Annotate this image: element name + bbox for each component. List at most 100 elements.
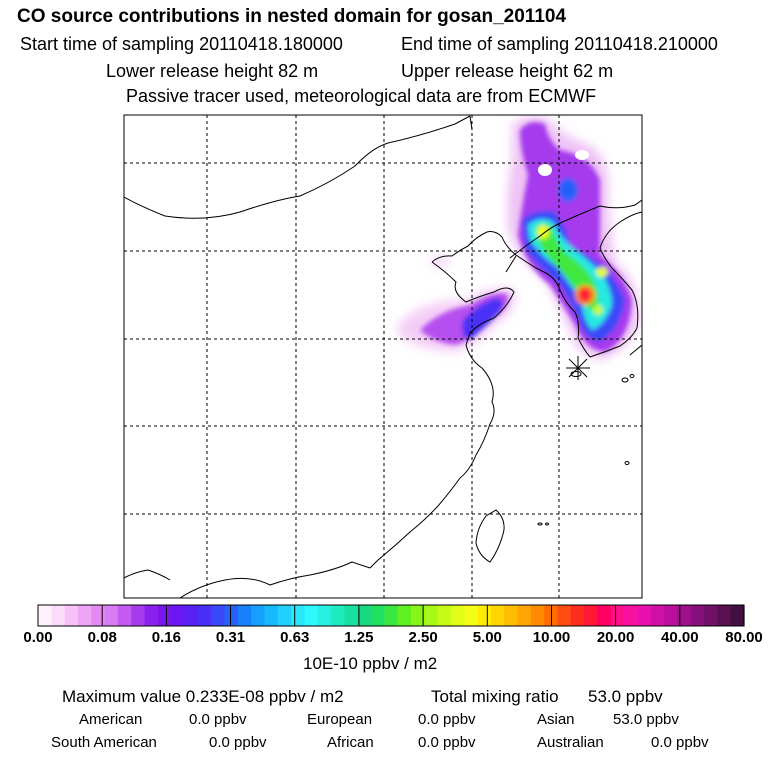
colorbar-cell	[331, 605, 345, 626]
colorbar-cell	[597, 605, 612, 626]
islet-b	[629, 374, 635, 378]
islet-e	[545, 522, 549, 526]
coastline-layer	[124, 115, 642, 598]
contribution-name: European	[307, 711, 373, 728]
colorbar-cell	[664, 605, 678, 626]
colorbar-cells	[38, 605, 745, 626]
colorbar-cell	[104, 605, 119, 626]
colorbar-cell	[717, 605, 732, 626]
mongolia-border	[124, 115, 471, 219]
contribution-name: American	[79, 711, 143, 728]
colorbar-cell	[224, 605, 239, 626]
colorbar-cell	[251, 605, 266, 626]
colorbar-unit-label: 10E-10 ppbv / m2	[303, 654, 438, 673]
colorbar-cell	[730, 605, 745, 626]
colorbar-cell	[650, 605, 665, 626]
plume-halo-small	[430, 256, 450, 268]
colorbar-cell	[184, 605, 199, 626]
islet-d	[537, 522, 543, 526]
liaodong-tip	[505, 255, 517, 273]
upper-release-label: Upper release height 62 m	[401, 61, 614, 81]
contribution-value: 0.0 ppbv	[189, 711, 247, 728]
colorbar-separators	[101, 605, 681, 626]
total-mixing-label: Total mixing ratio	[431, 687, 559, 706]
korea-west-coast	[543, 271, 591, 358]
colorbar-cell	[557, 605, 572, 626]
colorbar-cell	[51, 605, 66, 626]
colorbar-tick-label: 0.31	[215, 629, 246, 646]
colorbar-cell	[38, 605, 52, 626]
islet-a	[621, 377, 629, 383]
colorbar-cell	[517, 605, 532, 626]
jeju-island	[570, 371, 582, 377]
contribution-name: South American	[51, 734, 157, 751]
colorbar-tick-label: 0.00	[23, 629, 53, 646]
colorbar	[37, 604, 745, 627]
map-frame	[123, 114, 643, 599]
japan-kyushu	[629, 344, 642, 356]
colorbar-cell	[264, 605, 279, 626]
contribution-value: 0.0 ppbv	[651, 734, 709, 751]
hainan-coast	[124, 569, 171, 581]
colorbar-cell	[291, 605, 306, 626]
shandong-coast	[431, 261, 515, 346]
taiwan	[475, 509, 505, 563]
map-title: CO source contributions in nested domain…	[17, 6, 567, 27]
colorbar-cell	[317, 605, 332, 626]
colorbar-cell	[237, 605, 252, 626]
colorbar-cell	[704, 605, 718, 626]
colorbar-cell	[637, 605, 652, 626]
colorbar-cell	[64, 605, 79, 626]
graticule	[124, 115, 642, 598]
china-east-coast	[369, 344, 495, 569]
colorbar-cell	[131, 605, 146, 626]
contribution-value: 53.0 ppbv	[613, 711, 679, 728]
colorbar-cell	[371, 605, 385, 626]
colorbar-cell	[450, 605, 465, 626]
colorbar-cell	[690, 605, 705, 626]
plume-yellow-c	[593, 305, 603, 315]
plume-hole-a	[538, 164, 552, 176]
contribution-value: 0.0 ppbv	[418, 734, 476, 751]
colorbar-cell	[504, 605, 519, 626]
colorbar-tick-label: 5.00	[472, 629, 502, 646]
end-sampling-label: End time of sampling 20110418.210000	[401, 34, 718, 54]
plume-red	[579, 288, 591, 302]
plume-hole-b	[575, 150, 589, 160]
max-value-label: Maximum value 0.233E-08 ppbv / m2	[62, 687, 344, 706]
colorbar-cell	[584, 605, 599, 626]
plume-blue-west	[462, 298, 503, 340]
colorbar-cell	[171, 605, 186, 626]
korea-south-coast	[589, 327, 638, 358]
colorbar-cell	[490, 605, 505, 626]
colorbar-frame	[37, 604, 745, 627]
korea-china-border	[509, 199, 642, 259]
islet-c	[624, 461, 630, 465]
contribution-value: 0.0 ppbv	[209, 734, 267, 751]
colorbar-tick-label: 10.00	[532, 629, 571, 646]
colorbar-cell	[197, 605, 212, 626]
colorbar-cell	[424, 605, 439, 626]
colorbar-cell	[464, 605, 479, 626]
colorbar-tick-label: 80.00	[725, 629, 763, 646]
colorbar-tick-label: 1.25	[344, 629, 374, 646]
plume-blue-north	[558, 178, 578, 202]
colorbar-cell	[304, 605, 319, 626]
colorbar-tick-label: 20.00	[596, 629, 635, 646]
colorbar-cell	[117, 605, 132, 626]
lower-release-label: Lower release height 82 m	[106, 61, 319, 81]
south-china-coast	[179, 561, 371, 598]
colorbar-cell	[357, 605, 372, 626]
colorbar-cell	[277, 605, 292, 626]
colorbar-cell	[437, 605, 452, 626]
contribution-name: Australian	[537, 734, 604, 751]
contribution-name: African	[327, 734, 374, 751]
total-mixing-value: 53.0 ppbv	[588, 687, 663, 706]
colorbar-cell	[211, 605, 226, 626]
colorbar-cell	[624, 605, 639, 626]
colorbar-cell	[530, 605, 545, 626]
colorbar-cell	[410, 605, 425, 626]
start-sampling-label: Start time of sampling 20110418.180000	[20, 34, 343, 54]
korea-east-coast	[599, 211, 642, 329]
